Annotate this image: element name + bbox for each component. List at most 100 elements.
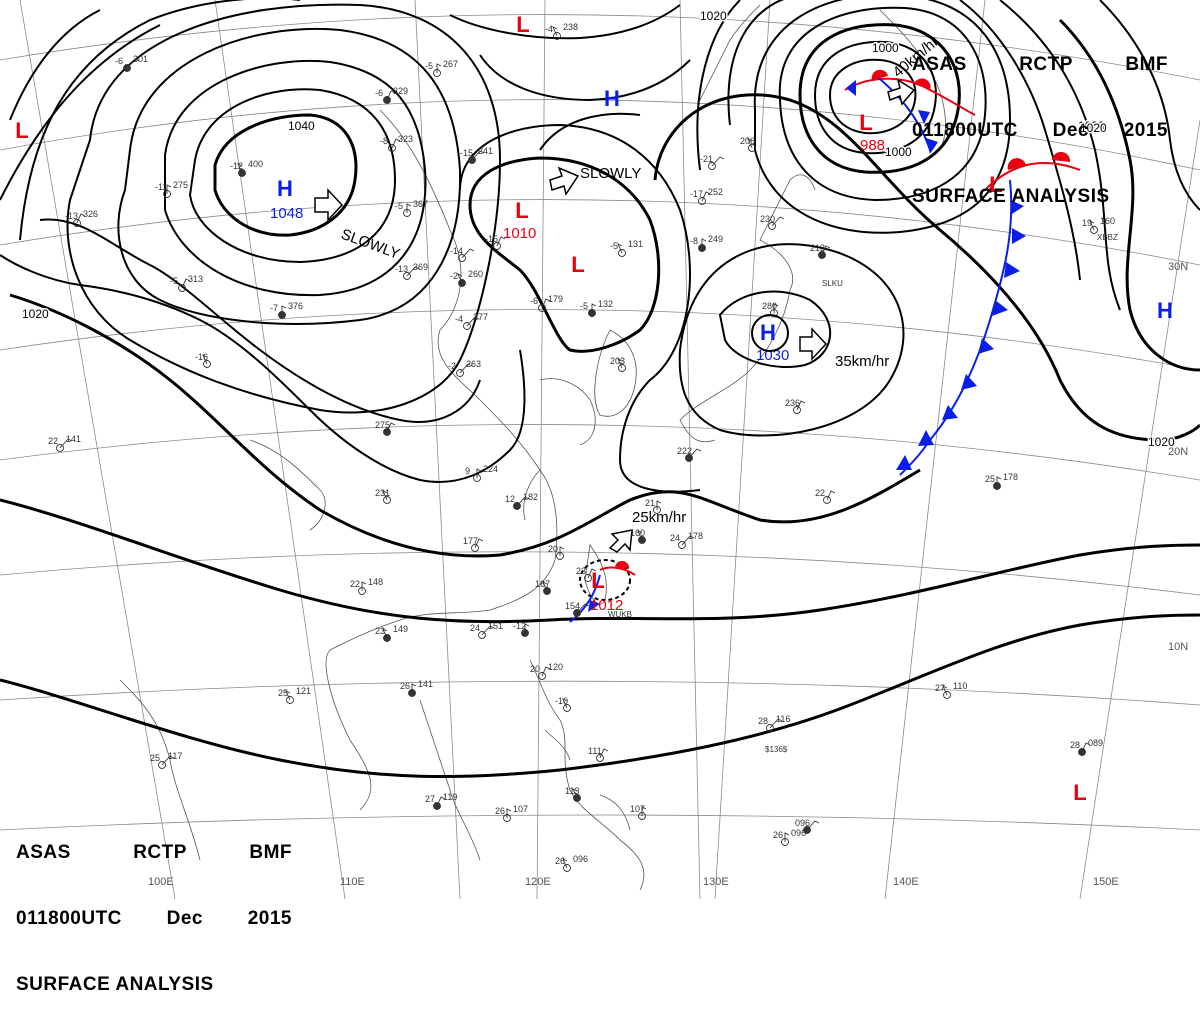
warm-front-semicircle [914,78,931,90]
isobar-1032 [164,59,427,297]
station-circle [793,406,801,414]
station-pressure: 148 [368,577,383,587]
station-pressure: 178 [1003,472,1018,482]
isobar-1012 [468,156,661,353]
warm-front-semicircle [871,69,888,80]
station-temp: -4 [455,314,463,324]
isobar-label: 1020 [22,307,49,321]
station-circle [403,272,411,280]
station-circle [678,541,686,549]
station-temp: -6 [375,88,383,98]
station-temp: 24 [670,533,680,543]
station-temp: -5 [580,301,588,311]
wind-barb [747,138,753,149]
isobar-1016-nw [0,24,161,201]
warm-front-semicircle [1052,151,1071,162]
station-temp: 20 [530,664,540,674]
wind-barb [516,496,530,507]
warm-front-semicircle [615,560,630,569]
station-circle [538,304,546,312]
station-pressure: 263 [466,359,481,369]
wind-barb [466,316,480,327]
station-circle [1090,226,1098,234]
wind-barb [524,623,530,633]
station-circle [748,144,756,152]
isobar-label: 1040 [288,119,315,133]
wind-barb [391,138,401,149]
station-pressure: 116 [776,714,790,724]
station-circle [618,364,626,372]
station-temp: 23 [576,566,586,576]
station-temp: -2 [450,271,458,281]
station-temp: 167 [535,579,550,589]
wind-barb [386,90,396,101]
station-pressure: 151 [488,621,503,631]
station-temp: 19 [1082,218,1092,228]
station-temp: 26 [495,806,505,816]
isobar-label: 1000 [885,145,912,159]
isobar-1028-south [39,218,481,423]
station-pressure: 089 [1088,738,1103,748]
isobar-992 [813,40,937,155]
warm-front [984,162,1081,191]
station-temp: 12 [505,494,515,504]
station-circle [596,754,604,762]
station-temp: 275 [375,420,390,430]
wind-barb [361,581,367,591]
station-temp: 22 [350,579,360,589]
wind-barb [406,266,420,277]
station-id: $136$ [765,745,788,754]
isobar-1016-ne [696,0,741,171]
isobar-1008 [753,0,1012,234]
wind-barb [382,490,388,501]
station-circle [766,724,774,732]
wind-barb [1089,220,1095,231]
station-circle [471,544,479,552]
station-temp: 20 [548,544,558,554]
station-temp: 28 [1070,740,1080,750]
station-circle [563,704,571,712]
station-circle [56,444,64,452]
cold-front-triangle [896,455,912,470]
station-temp: 26 [400,681,410,691]
station-temp: 113 [565,786,579,796]
station-circle [538,672,546,680]
wind-barb [591,303,597,313]
station-temp: -6 [530,296,538,306]
longitude-label: 120E [525,876,551,888]
station-circle [383,496,391,504]
parallel-0 [0,814,1200,831]
station-temp: 111 [588,746,602,756]
station-circle [178,284,186,292]
station-temp: -14 [450,246,463,256]
cold-front-triangle [918,110,930,124]
station-temp: 206 [740,136,755,146]
station-pressure: 160 [1100,216,1115,226]
header-month: Dec [1052,120,1089,141]
header-year: 2015 [247,908,292,929]
coast-yellow-sea [539,378,596,446]
coast-mindanao [599,794,631,831]
isobar-1028-japan [718,290,832,369]
station-pressure: 182 [523,492,538,502]
wind-barb [126,58,140,69]
coast-vietnam-sea [419,699,481,861]
station-pressure: 277 [473,312,488,322]
header-station: RCTP [1019,54,1073,75]
wind-barb [166,184,172,194]
station-id: XBBZ [1097,233,1118,242]
station-temp: -5 [395,201,403,211]
station-temp: 096 [795,818,810,828]
wind-barb [552,26,558,37]
longitude-label: 110E [340,876,365,888]
header-time: 011800UTC [912,120,1018,141]
station-pressure: 252 [708,187,723,197]
station-pressure: 400 [248,159,263,169]
pressure-value-low-luzon-strait: 1012 [590,597,623,614]
high-center-ring [751,314,789,352]
station-pressure: 323 [398,134,413,144]
coast-china [325,109,558,811]
station-temp: 107 [630,804,645,814]
isobar-1016-edge [19,0,300,241]
wind-barb [386,422,396,433]
